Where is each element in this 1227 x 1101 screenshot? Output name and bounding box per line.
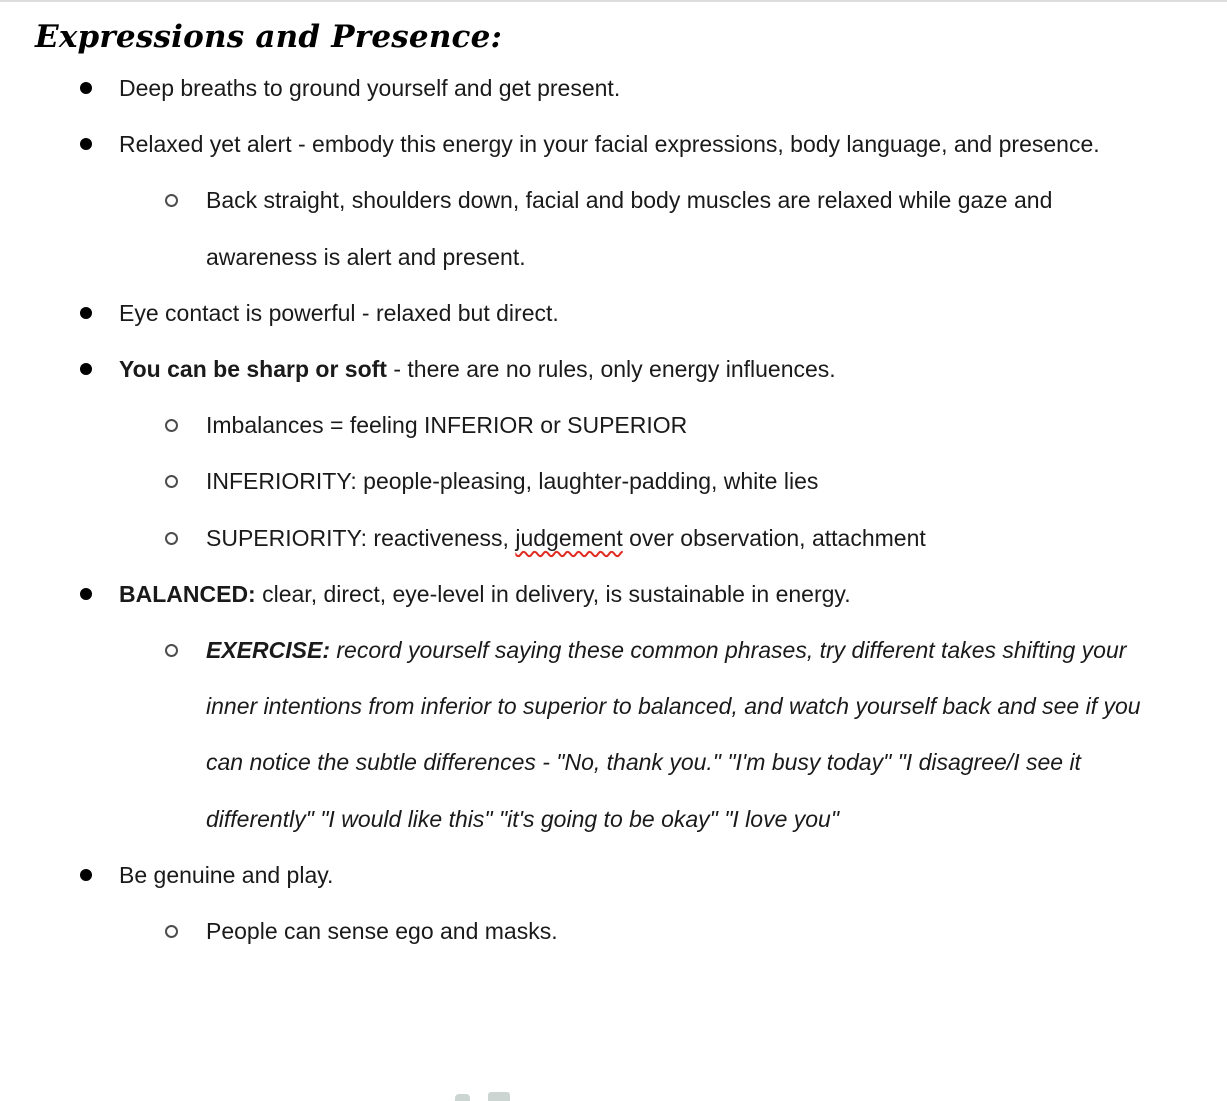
text-run: - there are no rules, only energy influe… bbox=[386, 356, 836, 383]
page-top-border bbox=[0, 0, 1227, 2]
list-item-text: Be genuine and play. bbox=[119, 862, 333, 888]
clipped-glyph-fragment bbox=[488, 1092, 510, 1101]
list-item-text: Eye contact is powerful - relaxed but di… bbox=[119, 300, 559, 326]
list-item: Relaxed yet alert - embody this energy i… bbox=[0, 116, 1227, 172]
list-item: Deep breaths to ground yourself and get … bbox=[0, 60, 1227, 116]
clipped-glyph-fragment bbox=[455, 1094, 470, 1101]
list-item-text: Relaxed yet alert - embody this energy i… bbox=[119, 131, 1100, 157]
bullet-filled-icon bbox=[80, 868, 92, 881]
list-item-text: BALANCED: clear, direct, eye-level in de… bbox=[119, 581, 851, 607]
text-run: Be genuine and play. bbox=[119, 861, 334, 888]
bullet-filled-icon bbox=[80, 138, 92, 151]
text-run: You can be sharp or soft bbox=[119, 356, 387, 383]
bullet-hollow-icon bbox=[165, 194, 178, 208]
list-item: BALANCED: clear, direct, eye-level in de… bbox=[0, 566, 1227, 622]
list-item: People can sense ego and masks. bbox=[0, 903, 1227, 959]
text-run: Relaxed yet alert - embody this energy i… bbox=[119, 131, 1100, 158]
list-item: Back straight, shoulders down, facial an… bbox=[0, 172, 1227, 284]
text-run: over observation, attachment bbox=[622, 524, 926, 551]
list-item: Be genuine and play. bbox=[0, 847, 1227, 903]
list-item-text: People can sense ego and masks. bbox=[206, 918, 558, 944]
list-item-text: INFERIORITY: people-pleasing, laughter-p… bbox=[206, 468, 818, 494]
list-item: Eye contact is powerful - relaxed but di… bbox=[0, 285, 1227, 341]
text-run: People can sense ego and masks. bbox=[206, 918, 558, 945]
bullet-filled-icon bbox=[80, 306, 92, 319]
list-item: EXERCISE: record yourself saying these c… bbox=[0, 622, 1227, 847]
list-item: Imbalances = feeling INFERIOR or SUPERIO… bbox=[0, 397, 1227, 453]
clipped-next-line-fragment bbox=[455, 1091, 525, 1101]
bullet-hollow-icon bbox=[165, 644, 178, 658]
text-run: INFERIORITY: people-pleasing, laughter-p… bbox=[206, 468, 819, 495]
text-run: Eye contact is powerful - relaxed but di… bbox=[119, 299, 559, 326]
text-run: Back straight, shoulders down, facial an… bbox=[206, 187, 1053, 270]
text-run: SUPERIORITY: reactiveness, bbox=[206, 524, 516, 551]
text-run: EXERCISE: bbox=[206, 637, 330, 664]
list-item: INFERIORITY: people-pleasing, laughter-p… bbox=[0, 453, 1227, 509]
bullet-hollow-icon bbox=[165, 531, 178, 545]
text-run: BALANCED: bbox=[119, 580, 256, 607]
text-run: Deep breaths to ground yourself and get … bbox=[119, 75, 621, 101]
bullet-hollow-icon bbox=[165, 419, 178, 433]
text-run: Imbalances = feeling INFERIOR or SUPERIO… bbox=[206, 412, 688, 439]
list-item-text: Back straight, shoulders down, facial an… bbox=[206, 187, 1052, 269]
bullet-hollow-icon bbox=[165, 475, 178, 489]
document-heading: Expressions and Presence: bbox=[35, 19, 503, 55]
list-item: You can be sharp or soft - there are no … bbox=[0, 341, 1227, 397]
text-run: clear, direct, eye-level in delivery, is… bbox=[255, 580, 851, 607]
list-item-text: Deep breaths to ground yourself and get … bbox=[119, 75, 620, 101]
bullet-list: Deep breaths to ground yourself and get … bbox=[0, 60, 1227, 959]
bullet-hollow-icon bbox=[165, 925, 178, 939]
list-item-text: EXERCISE: record yourself saying these c… bbox=[206, 637, 1141, 832]
list-item-text: You can be sharp or soft - there are no … bbox=[119, 356, 836, 382]
list-item-text: SUPERIORITY: reactiveness, judgement ove… bbox=[206, 525, 926, 551]
bullet-filled-icon bbox=[80, 82, 92, 94]
list-item-text: Imbalances = feeling INFERIOR or SUPERIO… bbox=[206, 412, 687, 438]
bullet-filled-icon bbox=[80, 363, 92, 376]
list-item: SUPERIORITY: reactiveness, judgement ove… bbox=[0, 510, 1227, 566]
misspelled-word: judgement bbox=[515, 524, 623, 551]
bullet-filled-icon bbox=[80, 587, 92, 600]
text-run: record yourself saying these common phra… bbox=[206, 637, 1141, 832]
